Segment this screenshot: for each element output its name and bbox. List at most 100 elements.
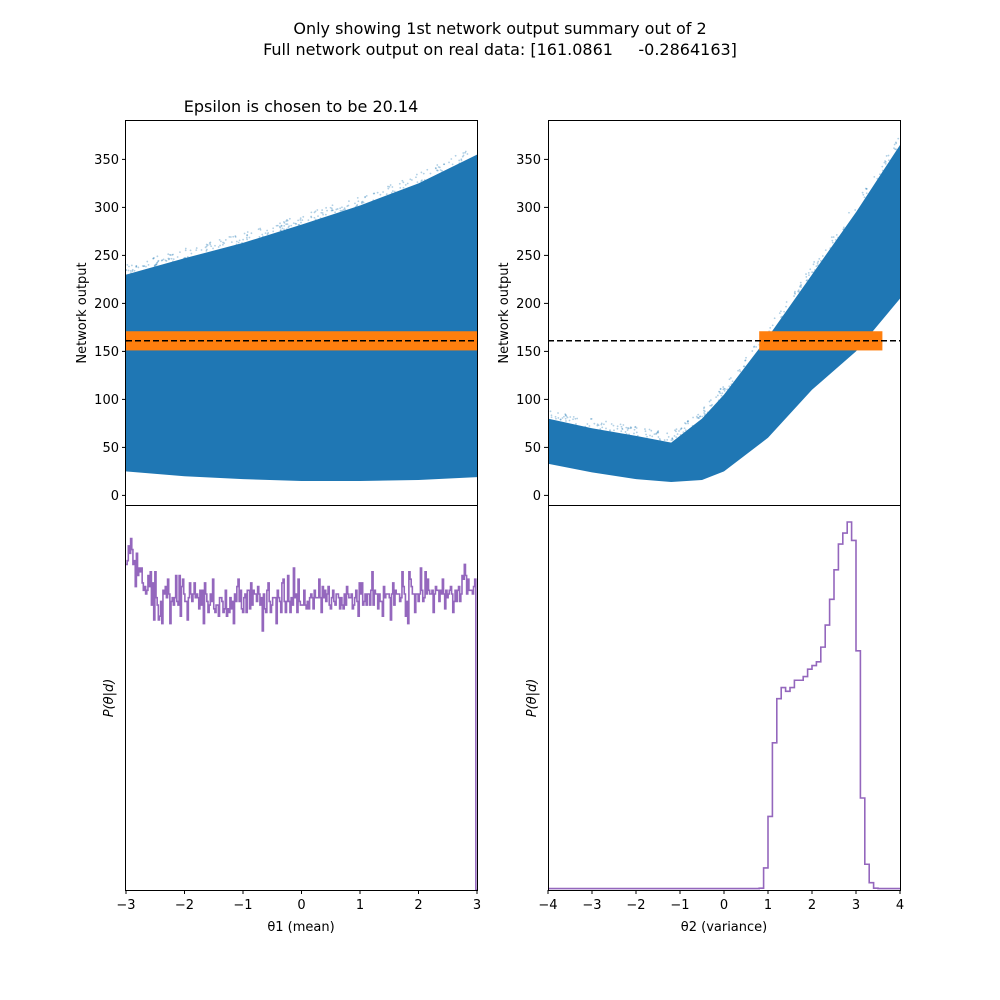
scatter-point: [286, 223, 289, 225]
scatter-point: [209, 241, 212, 244]
scatter-point: [675, 430, 677, 433]
scatter-point: [357, 200, 360, 203]
figure-suptitle-line1: Only showing 1st network output summary …: [293, 19, 706, 38]
panel-top-left-title: Epsilon is chosen to be 20.14: [184, 97, 419, 116]
scatter-point: [258, 236, 261, 238]
scatter-point: [316, 209, 319, 211]
scatter-point: [294, 222, 297, 225]
y-tick-label: 0: [111, 489, 119, 504]
scatter-point: [246, 234, 249, 237]
bottom-right-y-axis-label: P(θ|d): [525, 679, 540, 718]
scatter-point: [569, 416, 572, 418]
scatter-point: [793, 292, 796, 294]
scatter-point: [214, 244, 216, 247]
scatter-point: [755, 346, 758, 348]
scatter-point: [168, 257, 171, 260]
scatter-point: [154, 264, 156, 267]
scatter-point: [219, 240, 222, 243]
scatter-point: [129, 270, 132, 272]
scatter-point: [620, 430, 623, 433]
scatter-point: [355, 204, 358, 207]
scatter-point: [666, 438, 669, 441]
scatter-point: [179, 251, 181, 254]
scatter-point: [895, 148, 898, 151]
scatter-point: [189, 249, 192, 252]
scatter-point: [703, 414, 706, 417]
scatter-point: [550, 416, 553, 419]
scatter-point: [416, 181, 419, 183]
scatter-point: [835, 234, 838, 236]
scatter-point: [319, 217, 322, 220]
scatter-point: [219, 244, 221, 247]
scatter-point: [675, 436, 678, 439]
scatter-point: [376, 191, 379, 194]
scatter-point: [250, 232, 253, 235]
scatter-point: [684, 422, 687, 425]
scatter-point: [635, 427, 638, 429]
scatter-point: [406, 182, 409, 185]
scatter-point: [771, 324, 774, 327]
histogram-theta2: [548, 521, 900, 890]
scatter-point: [645, 433, 647, 436]
scatter-point: [379, 193, 382, 196]
scatter-point: [564, 413, 567, 416]
y-tick-label: 200: [516, 297, 541, 312]
scatter-point: [671, 437, 674, 440]
scatter-point: [719, 387, 722, 390]
y-tick-label: 150: [516, 345, 541, 360]
scatter-point: [292, 222, 295, 225]
scatter-point: [885, 155, 888, 157]
scatter-point: [267, 232, 270, 234]
scatter-point: [843, 228, 845, 231]
scatter-point: [266, 229, 269, 232]
scatter-point: [863, 196, 866, 199]
x-tick-label: 4: [896, 898, 904, 913]
scatter-point: [724, 388, 726, 390]
scatter-point: [279, 229, 282, 232]
scatter-point: [190, 252, 193, 255]
scatter-point: [865, 188, 868, 190]
scatter-point: [648, 428, 651, 431]
scatter-point: [135, 266, 138, 268]
bottom-right-x-axis-label: θ2 (variance): [681, 920, 767, 935]
scatter-point: [628, 433, 630, 436]
scatter-point: [285, 220, 288, 222]
scatter-point: [283, 228, 285, 231]
scatter-point: [141, 265, 144, 267]
scatter-point: [205, 249, 208, 252]
top-right-y-axis-label: Network output: [497, 262, 512, 363]
scatter-cloud-0: [126, 154, 477, 481]
scatter-point: [619, 423, 622, 426]
scatter-point: [157, 260, 160, 263]
scatter-point: [708, 400, 711, 403]
scatter-point: [680, 427, 683, 430]
scatter-point: [565, 420, 567, 422]
scatter-point: [402, 186, 405, 189]
panel-top-right: 0 50 100 150 200 250 300 350 Network output: [497, 120, 901, 506]
scatter-point: [602, 423, 605, 426]
scatter-point: [813, 261, 816, 263]
scatter-point: [420, 171, 423, 174]
scatter-point: [612, 424, 615, 427]
scatter-point: [205, 248, 208, 251]
scatter-point: [842, 228, 845, 231]
scatter-point: [466, 153, 469, 155]
scatter-point: [673, 435, 676, 437]
panel-bottom-right: −4 −3 −2 −1 0 1 2 3 4 θ2 (variance) P(θ|d): [525, 505, 904, 935]
scatter-point: [462, 154, 465, 157]
scatter-point: [884, 161, 887, 163]
scatter-point: [310, 211, 313, 214]
scatter-point: [818, 257, 821, 260]
scatter-point: [238, 239, 241, 242]
scatter-point: [798, 290, 801, 293]
scatter-point: [821, 255, 824, 257]
scatter-point: [438, 166, 441, 169]
scatter-point: [169, 254, 172, 257]
x-tick-label: −1: [233, 898, 252, 913]
scatter-point: [451, 163, 454, 166]
scatter-point: [675, 428, 678, 431]
scatter-point: [131, 268, 134, 271]
scatter-point: [222, 243, 224, 246]
bottom-right-x-axis: −4 −3 −2 −1 0 1 2 3 4: [538, 890, 904, 913]
scatter-point: [336, 208, 339, 210]
